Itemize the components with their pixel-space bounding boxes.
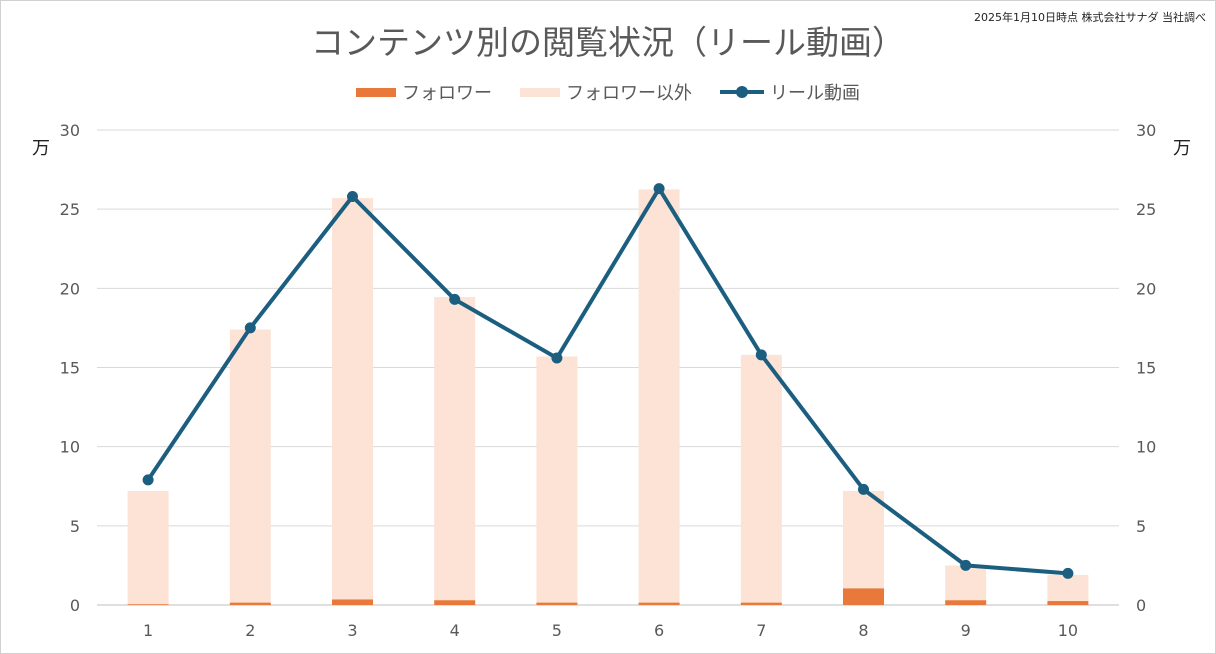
x-tick-4: 4 — [450, 621, 460, 640]
y-tick-right-5: 5 — [1136, 517, 1146, 536]
y-tick-right-15: 15 — [1136, 359, 1156, 378]
y-tick-right-0: 0 — [1136, 596, 1146, 615]
bar-non-followers-4 — [434, 297, 476, 601]
bar-non-followers-10 — [1047, 574, 1089, 602]
point-reel-video-3 — [347, 191, 358, 202]
bar-non-followers-8 — [843, 491, 884, 589]
bar-followers-6 — [638, 602, 680, 605]
legend-label-followers: フォロワー — [402, 83, 492, 104]
bar-non-followers-1 — [127, 491, 169, 605]
bar-non-followers-3 — [332, 198, 373, 600]
bar-followers-10 — [1047, 601, 1089, 605]
bar-non-followers-2 — [229, 329, 271, 603]
legend-item-non-followers: フォロワー以外 — [520, 79, 692, 105]
point-reel-video-6 — [653, 183, 665, 195]
x-tick-2: 2 — [245, 621, 255, 640]
x-tick-3: 3 — [347, 621, 357, 640]
legend-swatch-non-followers — [520, 87, 560, 97]
y-unit-left: 万 — [32, 138, 50, 159]
point-reel-video-8 — [858, 483, 869, 495]
y-tick-left-25: 25 — [60, 200, 80, 219]
legend-label-reel-video: リール動画 — [770, 83, 860, 104]
x-tick-8: 8 — [858, 621, 868, 640]
legend-swatch-reel-video — [720, 81, 764, 103]
y-tick-left-20: 20 — [60, 279, 80, 298]
point-reel-video-7 — [755, 349, 767, 361]
legend-item-reel-video: リール動画 — [720, 79, 860, 105]
bar-followers-2 — [229, 602, 271, 605]
line-reel-video — [146, 186, 1069, 576]
legend: フォロワー フォロワー以外 リール動画 — [0, 79, 1216, 105]
x-tick-7: 7 — [756, 621, 766, 640]
y-tick-left-10: 10 — [60, 438, 80, 457]
chart-title: コンテンツ別の閲覧状況（リール動画） — [311, 23, 905, 62]
point-reel-video-9 — [960, 559, 972, 571]
source-note: 2025年1月10日時点 株式会社サナダ 当社調べ — [974, 11, 1206, 24]
bar-followers-9 — [945, 600, 987, 605]
x-tick-10: 10 — [1058, 621, 1078, 640]
bar-followers-8 — [843, 588, 884, 605]
bar-non-followers-9 — [945, 565, 987, 601]
point-reel-video-4 — [449, 293, 461, 305]
bar-non-followers-5 — [536, 356, 578, 603]
y-tick-left-30: 30 — [60, 121, 80, 140]
bar-followers-5 — [536, 602, 578, 605]
bar-followers-4 — [434, 600, 476, 605]
y-tick-left-5: 5 — [70, 517, 80, 536]
point-reel-video-1 — [142, 474, 154, 486]
y-tick-right-10: 10 — [1136, 438, 1156, 457]
y-tick-left-0: 0 — [70, 596, 80, 615]
point-reel-video-10 — [1062, 567, 1074, 579]
bar-followers-3 — [332, 599, 373, 605]
point-reel-video-5 — [551, 352, 563, 364]
bar-followers-1 — [127, 604, 169, 605]
x-tick-1: 1 — [143, 621, 153, 640]
bar-non-followers-7 — [740, 354, 782, 603]
bar-non-followers-6 — [638, 189, 680, 603]
point-reel-video-2 — [244, 322, 256, 334]
y-tick-right-30: 30 — [1136, 121, 1156, 140]
y-tick-right-20: 20 — [1136, 279, 1156, 298]
x-tick-9: 9 — [961, 621, 971, 640]
bar-followers-7 — [740, 602, 782, 605]
y-tick-left-15: 15 — [60, 359, 80, 378]
legend-label-non-followers: フォロワー以外 — [566, 83, 692, 104]
y-tick-right-25: 25 — [1136, 200, 1156, 219]
legend-swatch-followers — [356, 87, 396, 97]
legend-item-followers: フォロワー — [356, 79, 492, 105]
x-tick-5: 5 — [552, 621, 562, 640]
x-tick-6: 6 — [654, 621, 664, 640]
y-unit-right: 万 — [1173, 138, 1191, 159]
